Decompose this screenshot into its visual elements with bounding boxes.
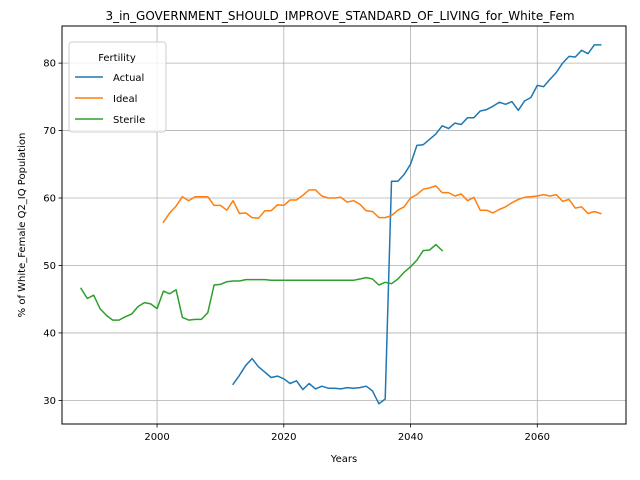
y-tick-label: 70 (43, 126, 56, 137)
y-tick-label: 40 (43, 328, 56, 339)
y-axis-label: % of White_Female Q2_IQ Population (17, 133, 28, 318)
plot-series (79, 44, 602, 405)
y-tick-label: 30 (43, 396, 56, 407)
plot-frame (61, 25, 627, 425)
x-tick-label: 2040 (398, 432, 423, 443)
legend: Fertility Actual Ideal Sterile (68, 41, 167, 133)
chart-title: 3_in_GOVERNMENT_SHOULD_IMPROVE_STANDARD_… (105, 9, 574, 23)
y-tick-label: 50 (43, 261, 56, 272)
legend-label-actual: Actual (113, 73, 144, 84)
x-tick-label: 2000 (144, 432, 169, 443)
grid (62, 26, 626, 424)
y-tick-label: 60 (43, 194, 56, 205)
legend-title: Fertility (98, 53, 136, 64)
series-line-actual (232, 44, 602, 405)
x-tick-label: 2020 (271, 432, 296, 443)
x-axis-label: Years (330, 454, 357, 465)
y-axis-ticks: 30 40 50 60 70 80 (43, 59, 62, 407)
legend-label-sterile: Sterile (113, 115, 145, 126)
series-line-sterile (79, 243, 444, 321)
x-axis-ticks: 2000 2020 2040 2060 (144, 424, 550, 443)
legend-box (68, 41, 167, 133)
y-tick-label: 80 (43, 59, 56, 70)
legend-label-ideal: Ideal (113, 94, 137, 105)
x-tick-label: 2060 (525, 432, 550, 443)
series-line-ideal (162, 185, 602, 224)
